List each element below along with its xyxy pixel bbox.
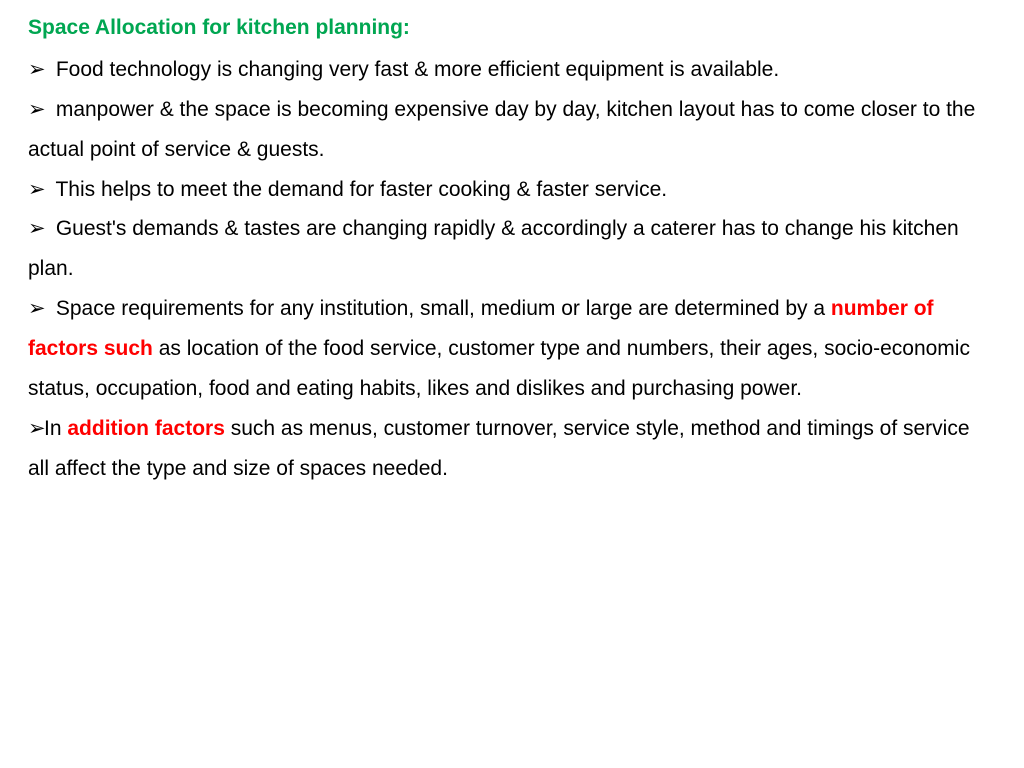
bullet-item: ➢ Guest's demands & tastes are changing … [28,209,996,289]
bullet-item: ➢ manpower & the space is becoming expen… [28,90,996,170]
slide-title: Space Allocation for kitchen planning: [28,8,996,48]
highlight-text: addition factors [67,417,225,440]
chevron-right-icon: ➢ [28,409,44,449]
chevron-right-icon: ➢ [28,90,50,130]
chevron-right-icon: ➢ [28,209,50,249]
bullet-text: Food technology is changing very fast & … [50,58,779,81]
chevron-right-icon: ➢ [28,289,50,329]
bullet-item: ➢ Food technology is changing very fast … [28,50,996,90]
bullet-text: This helps to meet the demand for faster… [50,178,667,201]
bullet-text-post: as location of the food service, custome… [28,337,970,400]
bullet-item: ➢ Space requirements for any institution… [28,289,996,409]
bullet-item: ➢ This helps to meet the demand for fast… [28,170,996,210]
bullet-text: manpower & the space is becoming expensi… [28,98,975,161]
chevron-right-icon: ➢ [28,170,50,210]
bullet-text-pre: Space requirements for any institution, … [50,297,831,320]
bullet-text-pre: In [44,417,67,440]
bullet-item: ➢In addition factors such as menus, cust… [28,409,996,489]
chevron-right-icon: ➢ [28,50,50,90]
bullet-text: Guest's demands & tastes are changing ra… [28,217,959,280]
